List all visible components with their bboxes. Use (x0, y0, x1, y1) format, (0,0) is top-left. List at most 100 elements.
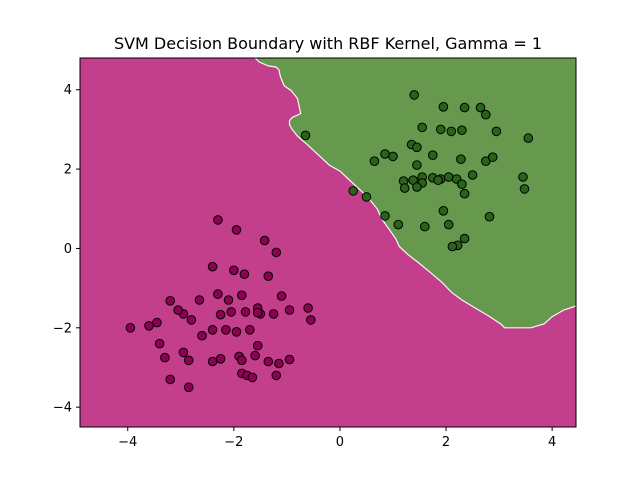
data-point-class-0 (306, 315, 316, 325)
data-point-class-0 (165, 374, 175, 385)
data-point-class-1 (417, 122, 428, 133)
y-tick-label: 0 (64, 242, 72, 257)
data-point-class-0 (207, 261, 218, 272)
data-point-class-0 (239, 269, 250, 280)
x-tick-label: −4 (118, 435, 137, 450)
data-point-class-0 (183, 355, 194, 366)
data-point-class-1 (380, 149, 390, 159)
data-point-class-0 (263, 271, 274, 282)
data-point-class-1 (484, 211, 495, 222)
data-point-class-0 (247, 372, 258, 383)
data-point-class-1 (409, 90, 420, 100)
data-point-class-0 (223, 295, 234, 305)
data-point-class-0 (237, 355, 247, 366)
data-point-class-0 (186, 315, 197, 325)
data-point-class-0 (144, 321, 154, 331)
decision-region-class-1 (255, 58, 576, 328)
data-point-class-1 (519, 184, 530, 194)
data-point-class-0 (183, 382, 194, 393)
data-point-class-0 (178, 347, 189, 358)
data-point-class-1 (443, 172, 454, 182)
data-point-class-0 (226, 307, 236, 317)
y-tick-label: −2 (53, 321, 72, 336)
data-point-class-1 (491, 126, 502, 137)
y-axis: −4 −2 0 2 4 (53, 83, 80, 416)
data-point-class-0 (245, 325, 255, 335)
data-point-class-0 (160, 352, 170, 363)
data-point-class-0 (221, 325, 231, 335)
data-point-class-1 (380, 211, 390, 221)
data-point-class-0 (125, 323, 136, 333)
data-point-class-0 (194, 295, 205, 305)
data-point-class-1 (420, 221, 430, 232)
data-point-class-1 (348, 186, 359, 196)
data-point-class-0 (252, 340, 263, 351)
data-point-class-1 (438, 102, 449, 112)
data-point-class-0 (152, 317, 162, 328)
data-point-class-0 (207, 356, 218, 367)
data-point-class-1 (457, 179, 467, 189)
data-point-class-1 (459, 102, 470, 113)
data-point-class-0 (271, 370, 282, 381)
data-point-class-1 (361, 192, 372, 202)
data-point-class-1 (475, 102, 486, 113)
y-tick-label: 4 (64, 83, 72, 98)
data-point-class-1 (393, 219, 404, 230)
data-point-class-0 (259, 235, 270, 246)
data-point-class-1 (433, 175, 443, 185)
data-point-class-0 (284, 354, 295, 365)
plot-area (80, 58, 576, 427)
data-point-class-0 (263, 356, 274, 367)
data-point-class-0 (303, 303, 313, 313)
axes-frame (79, 57, 577, 428)
data-point-class-1 (459, 188, 470, 199)
data-point-class-0 (197, 330, 207, 341)
data-point-class-1 (435, 124, 446, 135)
data-point-class-1 (487, 152, 498, 162)
data-point-class-0 (268, 309, 279, 319)
data-point-class-0 (213, 215, 223, 225)
data-point-class-1 (300, 130, 311, 141)
data-point-class-0 (215, 354, 226, 364)
data-point-class-0 (250, 350, 260, 361)
data-point-class-0 (271, 247, 282, 258)
data-point-class-1 (446, 126, 457, 137)
data-point-class-0 (213, 289, 223, 299)
data-point-class-0 (173, 305, 183, 315)
y-tick-label: −4 (53, 401, 72, 416)
data-point-class-1 (388, 151, 398, 162)
data-point-class-0 (165, 296, 175, 306)
data-point-class-1 (438, 206, 449, 216)
x-tick-label: 4 (548, 435, 556, 450)
data-point-class-1 (412, 142, 422, 153)
chart-title: SVM Decision Boundary with RBF Kernel, G… (114, 34, 542, 53)
data-points (125, 90, 534, 393)
data-point-class-1 (457, 125, 467, 135)
data-point-class-1 (459, 233, 470, 244)
data-point-class-0 (274, 358, 284, 369)
y-tick-label: 2 (64, 163, 72, 178)
data-point-class-0 (237, 290, 247, 301)
data-point-class-1 (428, 150, 438, 160)
data-point-class-1 (412, 182, 422, 192)
x-tick-label: −2 (224, 435, 243, 450)
data-point-class-1 (443, 219, 454, 230)
x-tick-label: 2 (442, 435, 450, 450)
data-point-class-1 (523, 133, 534, 143)
data-point-class-1 (518, 172, 528, 182)
data-point-class-0 (207, 325, 218, 335)
data-point-class-0 (284, 305, 295, 315)
data-point-class-0 (276, 291, 287, 301)
data-point-class-0 (231, 327, 242, 337)
data-point-class-1 (412, 160, 422, 170)
data-point-class-0 (252, 307, 263, 318)
data-point-class-1 (481, 109, 491, 120)
x-tick-label: 0 (336, 435, 344, 450)
data-point-class-0 (154, 338, 165, 349)
data-point-class-1 (369, 156, 380, 166)
data-point-class-0 (231, 225, 242, 235)
data-point-class-0 (215, 309, 226, 320)
x-axis: −4 −2 0 2 4 (118, 427, 556, 450)
data-point-class-1 (456, 154, 466, 164)
